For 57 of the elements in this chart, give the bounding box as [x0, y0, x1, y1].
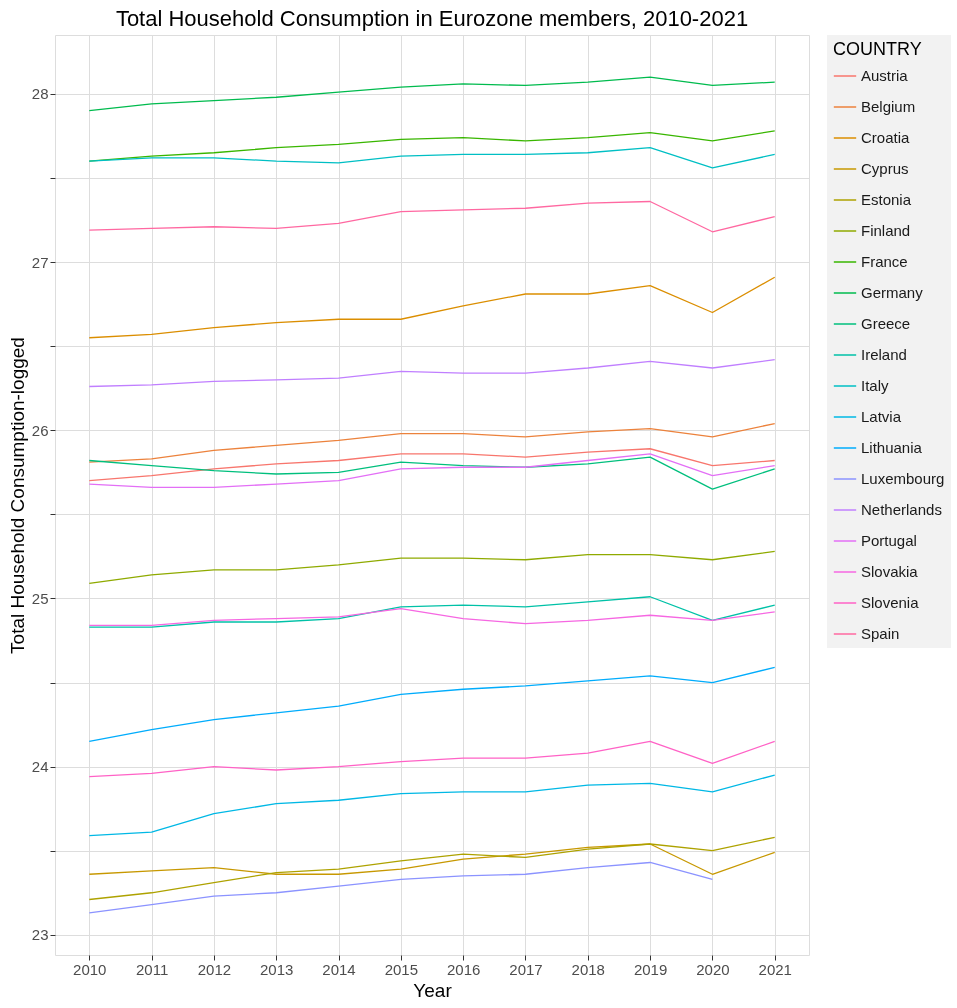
legend-label: Finland [861, 222, 911, 239]
line-series [88, 358, 776, 388]
legend-label: Slovenia [861, 594, 920, 611]
x-tick-label: 2018 [571, 960, 605, 978]
line-series [88, 276, 776, 339]
y-tick-label: 25 [31, 589, 49, 607]
line-series [88, 200, 776, 233]
legend-label: Ireland [861, 346, 907, 363]
x-axis-title: Year [413, 979, 453, 1001]
x-tick-label: 2019 [633, 960, 668, 978]
y-tick-label: 27 [31, 253, 49, 271]
x-tick-label: 2016 [446, 960, 481, 978]
line-series [88, 448, 776, 482]
x-tick-label: 2014 [322, 960, 356, 978]
line-series [88, 861, 714, 914]
legend-label: Lithuania [861, 439, 923, 456]
y-tick-label: 28 [31, 85, 49, 103]
line-series [88, 596, 776, 628]
legend-label: Cyprus [861, 160, 909, 177]
legend-label: Luxembourg [861, 470, 945, 487]
line-series [88, 836, 776, 901]
line-series [88, 550, 776, 584]
x-tick-label: 2011 [135, 960, 169, 978]
line-series [88, 147, 776, 169]
y-tick-label: 23 [31, 926, 49, 944]
legend-label: Estonia [861, 191, 912, 208]
legend-label: Netherlands [861, 501, 942, 518]
legend-label: Slovakia [861, 563, 919, 580]
legend-label: Germany [861, 284, 924, 301]
legend-label: Greece [861, 315, 911, 332]
x-tick-label: 2010 [73, 960, 107, 978]
line-series [88, 666, 776, 743]
legend-label: Belgium [861, 98, 916, 115]
x-tick-label: 2021 [758, 960, 792, 978]
line-series [88, 774, 776, 837]
legend-label: Austria [861, 67, 909, 84]
legend-label: Spain [861, 625, 900, 642]
y-axis-title: Total Household Consumption-logged [6, 337, 28, 654]
line-series [88, 843, 776, 875]
line-series [88, 740, 776, 778]
x-tick-label: 2012 [197, 960, 232, 978]
legend-label: Italy [861, 377, 890, 394]
legend-label: Portugal [861, 532, 917, 549]
legend-label: France [861, 253, 908, 270]
line-series [88, 76, 776, 112]
chart-title: Total Household Consumption in Eurozone members, 2010-2021 [115, 6, 749, 31]
legend-title: COUNTRY [833, 39, 922, 59]
line-series [88, 607, 776, 626]
y-tick-label: 24 [31, 758, 49, 776]
line-series [88, 422, 776, 463]
x-tick-label: 2020 [696, 960, 730, 978]
legend-label: Croatia [861, 129, 911, 146]
legend-label: Latvia [861, 408, 902, 425]
x-tick-label: 2017 [509, 960, 543, 978]
y-tick-label: 26 [31, 421, 49, 439]
x-tick-label: 2015 [384, 960, 419, 978]
x-tick-label: 2013 [260, 960, 294, 978]
